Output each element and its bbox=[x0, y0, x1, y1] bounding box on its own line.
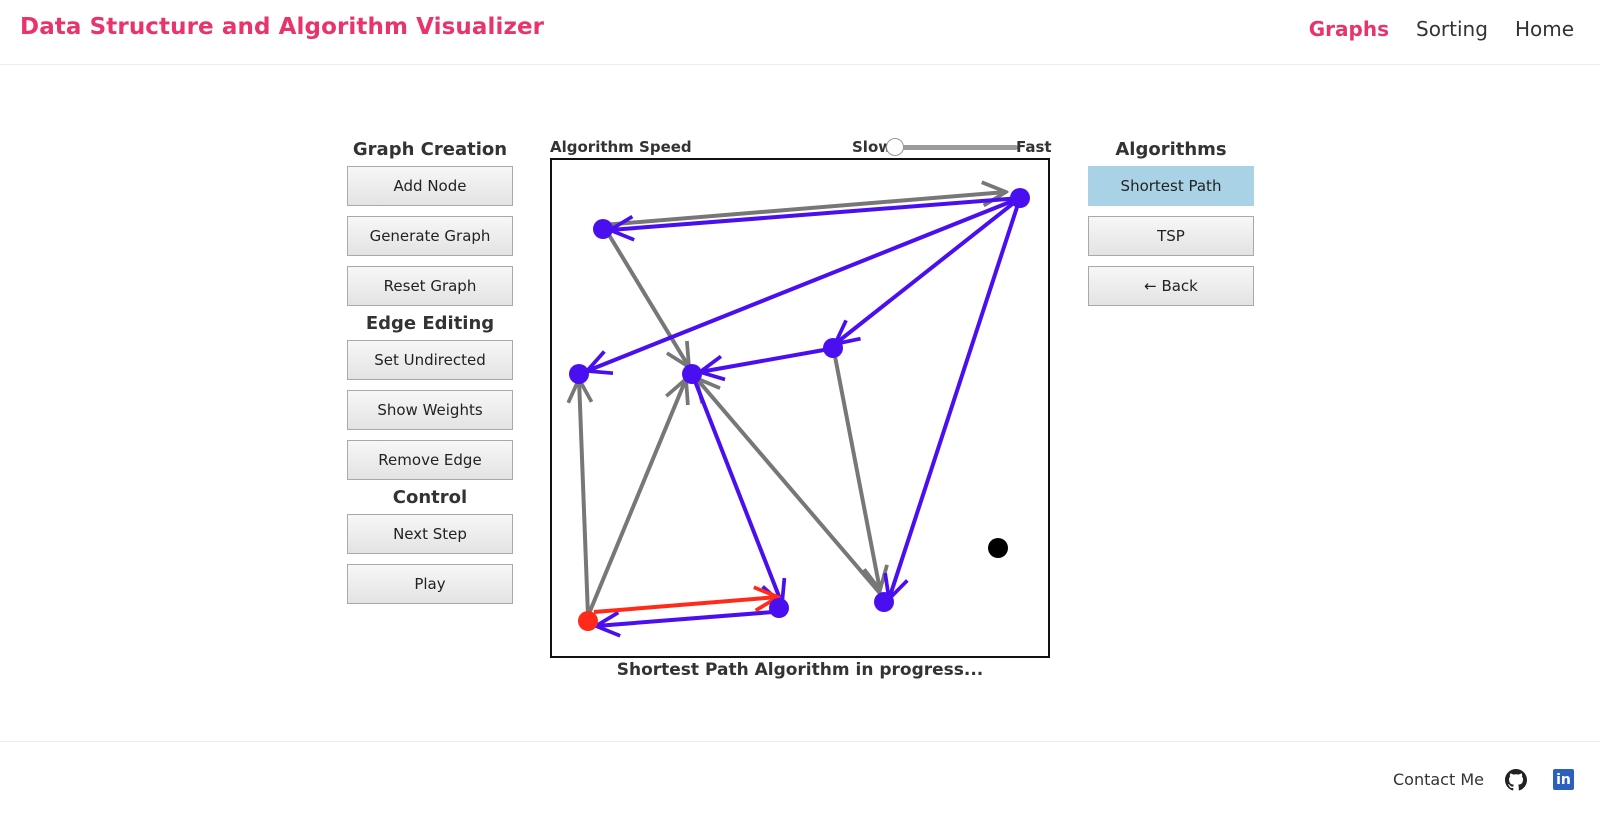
play-button[interactable]: Play bbox=[347, 564, 513, 604]
remove-edge-button[interactable]: Remove Edge bbox=[347, 440, 513, 480]
tsp-button[interactable]: TSP bbox=[1088, 216, 1254, 256]
show-weights-button[interactable]: Show Weights bbox=[347, 390, 513, 430]
graph-edge[interactable] bbox=[587, 196, 1021, 371]
linkedin-icon[interactable]: in bbox=[1553, 769, 1574, 790]
algorithms-title: Algorithms bbox=[1115, 139, 1227, 160]
graph-node[interactable] bbox=[593, 219, 613, 239]
graph-edge[interactable] bbox=[691, 375, 782, 604]
graph-edge[interactable] bbox=[593, 597, 778, 614]
fast-label: Fast bbox=[1016, 138, 1052, 156]
graph-edge[interactable] bbox=[831, 345, 880, 590]
graph-node[interactable] bbox=[823, 338, 843, 358]
graph-node[interactable] bbox=[874, 592, 894, 612]
graph-node[interactable] bbox=[569, 364, 589, 384]
add-node-button[interactable]: Add Node bbox=[347, 166, 513, 206]
set-undirected-button[interactable]: Set Undirected bbox=[347, 340, 513, 380]
graph-edge[interactable] bbox=[696, 378, 886, 600]
graph-edge[interactable] bbox=[586, 379, 686, 617]
graph-node[interactable] bbox=[769, 598, 789, 618]
graph-edge[interactable] bbox=[835, 196, 1022, 344]
graph-node[interactable] bbox=[682, 364, 702, 384]
edge-editing-title: Edge Editing bbox=[365, 313, 495, 334]
nav-sorting[interactable]: Sorting bbox=[1416, 17, 1488, 41]
nav-graphs[interactable]: Graphs bbox=[1308, 17, 1389, 41]
footer: Contact Me in bbox=[0, 741, 1600, 814]
graph-edge[interactable] bbox=[610, 196, 1021, 230]
back-button[interactable]: ← Back bbox=[1088, 266, 1254, 306]
graph-edge[interactable] bbox=[889, 197, 1022, 599]
slow-label: Slow bbox=[852, 138, 893, 156]
graph-node[interactable] bbox=[578, 611, 598, 631]
graph-node[interactable] bbox=[988, 538, 1008, 558]
graph-edge[interactable] bbox=[602, 192, 1006, 227]
speed-slider-thumb[interactable] bbox=[886, 138, 904, 156]
top-nav: Graphs Sorting Home bbox=[1309, 17, 1574, 41]
next-step-button[interactable]: Next Step bbox=[347, 514, 513, 554]
brand-title[interactable]: Data Structure and Algorithm Visualizer bbox=[20, 14, 545, 40]
algorithm-status: Shortest Path Algorithm in progress... bbox=[616, 660, 984, 680]
graph-edge[interactable] bbox=[596, 609, 787, 626]
shortest-path-button[interactable]: Shortest Path bbox=[1088, 166, 1254, 206]
header: Data Structure and Algorithm Visualizer … bbox=[0, 0, 1600, 65]
graph-svg[interactable] bbox=[550, 158, 1050, 658]
graph-node[interactable] bbox=[1010, 188, 1030, 208]
graph-creation-title: Graph Creation bbox=[352, 139, 508, 160]
contact-me-label: Contact Me bbox=[1393, 770, 1484, 789]
nav-home[interactable]: Home bbox=[1514, 17, 1574, 41]
graph-edge[interactable] bbox=[601, 223, 689, 367]
reset-graph-button[interactable]: Reset Graph bbox=[347, 266, 513, 306]
graph-edge[interactable] bbox=[579, 379, 588, 617]
control-title: Control bbox=[392, 487, 468, 508]
graph-canvas[interactable] bbox=[550, 158, 1050, 658]
algorithm-speed-label: Algorithm Speed bbox=[550, 138, 692, 156]
graph-edge[interactable] bbox=[700, 346, 836, 372]
speed-slider-track[interactable] bbox=[896, 145, 1018, 150]
generate-graph-button[interactable]: Generate Graph bbox=[347, 216, 513, 256]
github-icon[interactable] bbox=[1505, 769, 1527, 795]
